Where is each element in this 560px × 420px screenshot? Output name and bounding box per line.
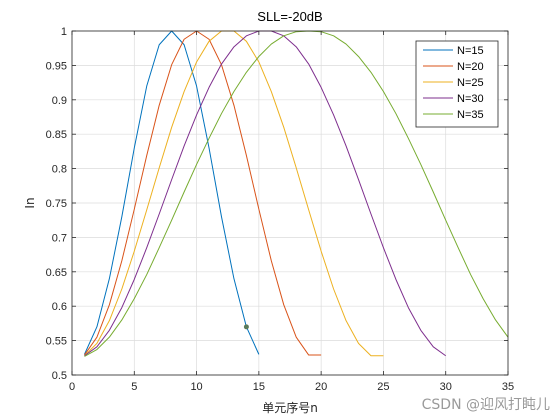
- x-tick-label: 5: [131, 381, 137, 393]
- y-tick-label: 1: [61, 26, 67, 38]
- y-tick-label: 0.75: [46, 198, 67, 210]
- legend-label: N=25: [457, 77, 484, 89]
- x-tick-label: 15: [253, 381, 265, 393]
- legend-label: N=35: [457, 109, 484, 121]
- y-tick-label: 0.9: [52, 95, 67, 107]
- y-tick-label: 0.55: [46, 336, 67, 348]
- x-axis-ticks: 0 5 10 15 20 25 30 35: [69, 31, 514, 393]
- x-tick-label: 20: [315, 381, 327, 393]
- y-tick-label: 0.8: [52, 164, 67, 176]
- y-tick-label: 0.5: [52, 370, 67, 382]
- x-tick-label: 30: [440, 381, 452, 393]
- x-tick-label: 10: [190, 381, 202, 393]
- legend-label: N=15: [457, 45, 484, 57]
- series-line-n-20: [84, 30, 322, 356]
- x-tick-label: 25: [377, 381, 389, 393]
- y-axis-label: In: [23, 197, 37, 208]
- x-tick-label: 0: [69, 381, 75, 393]
- y-axis-ticks: 0.5 0.55 0.6 0.65 0.7 0.75 0.8 0.85 0.9 0.95 1: [46, 26, 508, 382]
- data-point-marker: [243, 324, 249, 330]
- y-tick-label: 0.7: [52, 232, 67, 244]
- series-line-n-35: [84, 30, 509, 357]
- y-tick-label: 0.95: [46, 60, 67, 72]
- y-tick-label: 0.65: [46, 267, 67, 279]
- legend-label: N=30: [457, 93, 484, 105]
- annotation-layer: [243, 324, 249, 330]
- x-tick-label: 35: [502, 381, 514, 393]
- legend: N=15 N=20 N=25 N=30 N=35: [415, 40, 499, 128]
- y-tick-label: 0.6: [52, 301, 67, 313]
- legend-items: N=15 N=20 N=25 N=30 N=35: [423, 45, 484, 121]
- chart-title: SLL=-20dB: [257, 9, 322, 24]
- legend-label: N=20: [457, 61, 484, 73]
- x-axis-label: 单元序号n: [262, 400, 318, 415]
- watermark-text: CSDN @迎风打盹儿: [421, 397, 550, 413]
- y-tick-label: 0.85: [46, 129, 67, 141]
- legend-box: [415, 40, 499, 128]
